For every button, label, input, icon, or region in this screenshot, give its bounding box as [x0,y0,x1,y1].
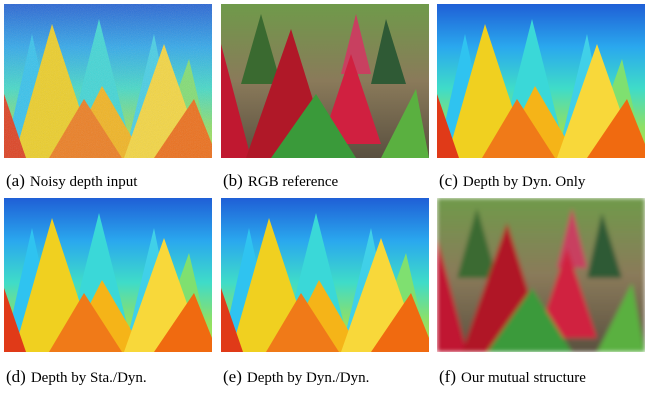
caption-text: Noisy depth input [30,174,138,190]
image-content [221,4,429,158]
noise-overlay [4,4,212,158]
caption-text: RGB reference [248,174,339,190]
figure-image [221,198,429,352]
image-content [221,198,429,352]
figure-image [4,4,212,158]
figure-image [221,4,429,158]
caption-label: (e) [223,367,242,386]
figure-image [4,198,212,352]
image-content [4,198,212,352]
caption-label: (b) [223,171,243,190]
caption: (c) Depth by Dyn. Only [439,171,586,190]
caption: (f) Our mutual structure [439,367,586,386]
caption: (b) RGB reference [223,171,339,190]
caption-text: Depth by Dyn. Only [463,174,586,190]
caption-label: (d) [6,367,26,386]
figure-image [437,4,645,158]
caption: (d) Depth by Sta./Dyn. [6,367,147,386]
caption: (a) Noisy depth input [6,171,138,190]
caption-label: (a) [6,171,25,190]
image-content [437,4,645,158]
figure: (a) Noisy depth input (b) RGB reference (c) D… [0,0,647,400]
caption-text: Our mutual structure [461,370,586,386]
caption: (e) Depth by Dyn./Dyn. [223,367,369,386]
image-content [437,198,645,352]
caption-text: Depth by Dyn./Dyn. [247,370,370,386]
figure-image [437,198,645,352]
caption-label: (f) [439,367,456,386]
caption-label: (c) [439,171,458,190]
caption-text: Depth by Sta./Dyn. [31,370,147,386]
